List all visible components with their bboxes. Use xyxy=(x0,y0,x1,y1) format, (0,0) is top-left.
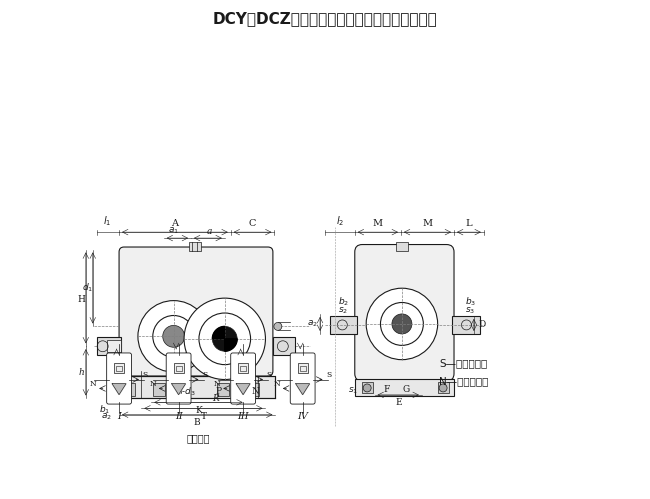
FancyBboxPatch shape xyxy=(355,245,454,381)
Text: $b_3$: $b_3$ xyxy=(465,295,476,308)
Text: N: N xyxy=(252,387,259,396)
Polygon shape xyxy=(213,326,225,339)
Polygon shape xyxy=(225,339,237,351)
Text: S: S xyxy=(142,371,148,379)
Text: $l_2$: $l_2$ xyxy=(336,215,344,228)
Circle shape xyxy=(392,314,412,334)
Bar xyxy=(362,383,373,393)
Text: 装配型式: 装配型式 xyxy=(187,433,210,443)
Polygon shape xyxy=(296,384,309,395)
Text: N—逆时针旋转: N—逆时针旋转 xyxy=(439,376,489,386)
Bar xyxy=(355,379,454,396)
FancyBboxPatch shape xyxy=(107,353,131,404)
Bar xyxy=(114,363,124,373)
Bar xyxy=(107,340,120,352)
Bar xyxy=(188,242,201,251)
Circle shape xyxy=(184,298,265,380)
Text: $a_2$: $a_2$ xyxy=(307,319,318,329)
FancyBboxPatch shape xyxy=(231,353,255,404)
Circle shape xyxy=(213,326,237,351)
Bar xyxy=(396,242,408,251)
FancyBboxPatch shape xyxy=(291,353,315,404)
Bar xyxy=(298,363,307,373)
Bar xyxy=(240,366,246,371)
Bar xyxy=(437,383,448,393)
Text: II: II xyxy=(175,413,183,422)
Text: h: h xyxy=(79,368,84,377)
Text: E: E xyxy=(395,398,402,407)
Bar xyxy=(116,366,122,371)
Text: $s_2$: $s_2$ xyxy=(338,305,348,316)
Text: T: T xyxy=(200,412,207,421)
Text: $s_3$: $s_3$ xyxy=(465,305,476,316)
Bar xyxy=(238,363,248,373)
Text: L: L xyxy=(465,219,472,228)
Text: S: S xyxy=(266,371,272,379)
Text: S—顺时针旋转: S—顺时针旋转 xyxy=(439,359,488,369)
Text: DCY、DCZ型减速器外形、安装尺地及装配型式: DCY、DCZ型减速器外形、安装尺地及装配型式 xyxy=(213,11,437,26)
Text: $a_1$: $a_1$ xyxy=(168,225,179,236)
Polygon shape xyxy=(112,384,126,395)
FancyBboxPatch shape xyxy=(166,353,191,404)
Text: S: S xyxy=(202,371,207,379)
Bar xyxy=(300,366,306,371)
Text: N: N xyxy=(90,380,97,388)
Text: III: III xyxy=(237,413,249,422)
Bar xyxy=(176,366,181,371)
Text: M: M xyxy=(422,219,432,228)
Text: N: N xyxy=(150,380,156,388)
Circle shape xyxy=(162,325,185,347)
Text: P: P xyxy=(215,387,222,396)
Text: $l_1$: $l_1$ xyxy=(103,215,112,228)
Text: $b_1$: $b_1$ xyxy=(99,404,110,416)
Bar xyxy=(97,337,120,355)
Bar xyxy=(153,383,164,396)
Bar xyxy=(174,363,183,373)
Bar xyxy=(247,383,259,396)
Bar xyxy=(273,337,295,355)
Circle shape xyxy=(439,384,447,392)
Circle shape xyxy=(366,288,437,360)
Text: IV: IV xyxy=(297,413,308,422)
Polygon shape xyxy=(172,384,185,395)
Bar xyxy=(217,383,229,396)
Text: $a_2$: $a_2$ xyxy=(101,412,112,423)
Text: I: I xyxy=(117,413,121,422)
Text: $d_1$: $d_1$ xyxy=(82,282,94,294)
Text: N: N xyxy=(214,380,220,388)
Bar xyxy=(330,316,358,334)
Text: C: C xyxy=(249,219,256,228)
Circle shape xyxy=(363,384,371,392)
Text: S: S xyxy=(326,371,332,379)
Circle shape xyxy=(274,322,282,330)
Text: $s_1$: $s_1$ xyxy=(348,386,358,396)
Polygon shape xyxy=(236,384,250,395)
FancyBboxPatch shape xyxy=(119,247,273,376)
Text: $b_2$: $b_2$ xyxy=(338,295,349,308)
Bar xyxy=(116,376,276,398)
Text: $n$-$d_3$: $n$-$d_3$ xyxy=(176,386,196,398)
Text: N: N xyxy=(274,380,280,388)
Text: K: K xyxy=(195,406,202,415)
Bar xyxy=(123,383,135,396)
Text: G: G xyxy=(402,385,410,394)
Text: R: R xyxy=(213,394,219,403)
Text: M: M xyxy=(373,219,383,228)
Text: F: F xyxy=(384,385,390,394)
Text: B: B xyxy=(194,418,200,427)
Text: D: D xyxy=(479,320,486,329)
Circle shape xyxy=(138,300,209,372)
Text: H: H xyxy=(78,294,86,303)
Bar xyxy=(452,316,480,334)
Text: a: a xyxy=(207,227,212,236)
Text: A: A xyxy=(171,219,178,228)
